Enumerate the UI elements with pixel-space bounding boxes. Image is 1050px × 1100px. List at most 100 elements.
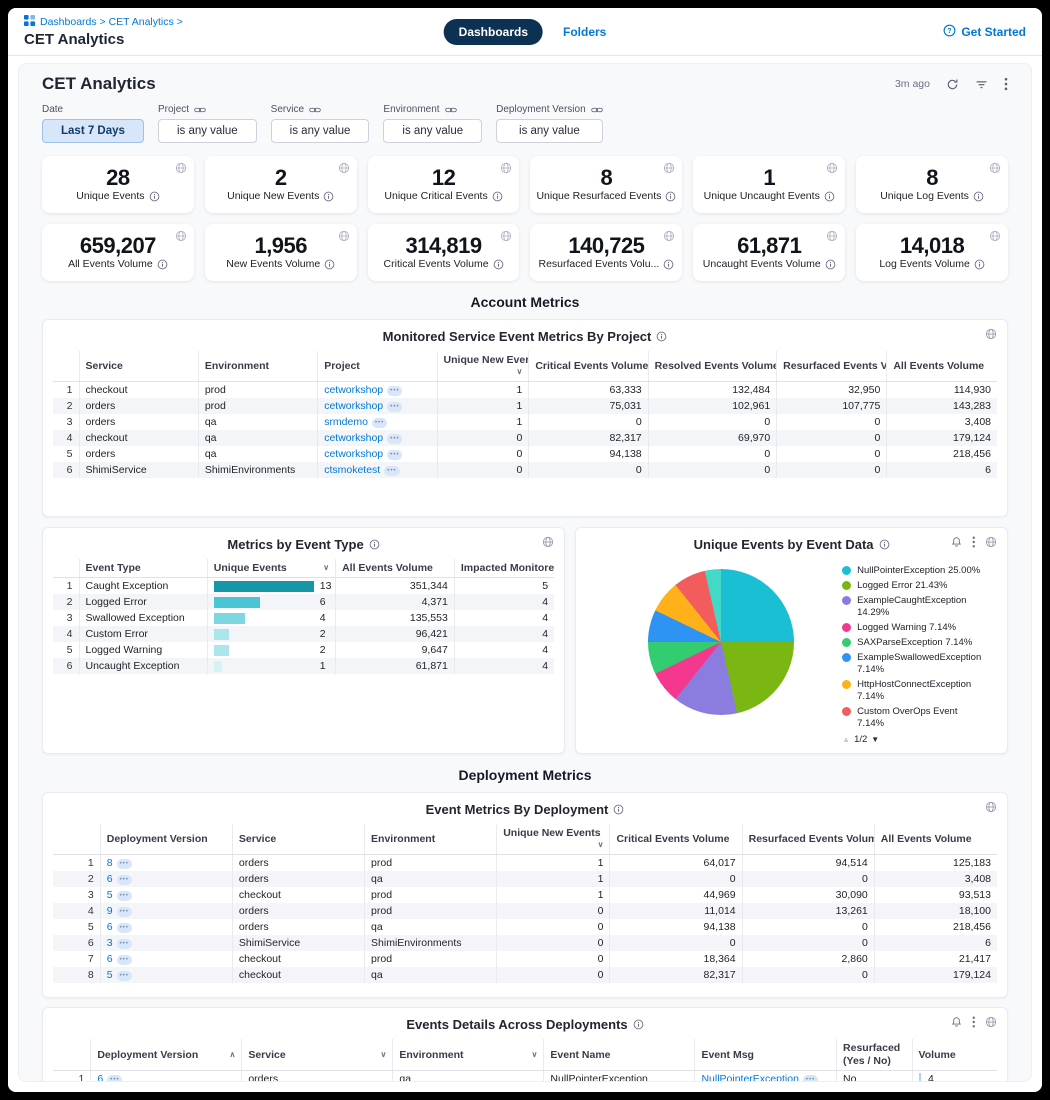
refresh-icon[interactable] — [946, 78, 959, 91]
truncation-badge[interactable]: ••• — [117, 971, 132, 981]
column-header[interactable]: Critical Events Volume — [610, 824, 742, 855]
filter-value-button[interactable]: is any value — [383, 119, 482, 143]
column-header[interactable]: Event Type — [79, 559, 207, 578]
sort-desc-icon[interactable]: ∨ — [532, 1049, 538, 1061]
cell-link[interactable]: cetworkshop — [324, 432, 383, 444]
globe-icon[interactable] — [542, 536, 554, 548]
cell-link[interactable]: NullPointerException — [701, 1073, 798, 1082]
bell-icon[interactable] — [951, 1016, 962, 1028]
column-header[interactable]: Event Msg — [695, 1039, 837, 1071]
metric-tile[interactable]: 12Unique Critical Events — [368, 156, 520, 213]
legend-item[interactable]: NullPointerException 25.00% — [842, 565, 987, 577]
filter-value-button[interactable]: Last 7 Days — [42, 119, 144, 143]
legend-item[interactable]: Custom OverOps Event 7.14% — [842, 706, 987, 731]
column-header[interactable]: All Events Volume — [887, 351, 997, 382]
cell-link[interactable]: 5 — [107, 969, 113, 981]
truncation-badge[interactable]: ••• — [117, 955, 132, 965]
metric-tile[interactable]: 61,871Uncaught Events Volume — [693, 224, 845, 281]
legend-item[interactable]: Logged Error 21.43% — [842, 580, 987, 592]
column-header[interactable]: Environment — [198, 351, 317, 382]
column-header[interactable]: Resurfaced Events Volume — [777, 351, 887, 382]
legend-item[interactable]: Logged Warning 7.14% — [842, 622, 987, 634]
metric-tile[interactable]: 140,725Resurfaced Events Volu... — [530, 224, 682, 281]
cell-link[interactable]: 6 — [107, 921, 113, 933]
metric-tile[interactable]: 314,819Critical Events Volume — [368, 224, 520, 281]
truncation-badge[interactable]: ••• — [117, 875, 132, 885]
column-header[interactable]: All Events Volume — [874, 824, 997, 855]
cell-link[interactable]: cetworkshop — [324, 400, 383, 412]
filter-icon[interactable] — [975, 78, 988, 91]
truncation-badge[interactable]: ••• — [117, 923, 132, 933]
metric-tile[interactable]: 28Unique Events — [42, 156, 194, 213]
metric-tile[interactable]: 2Unique New Events — [205, 156, 357, 213]
globe-icon[interactable] — [985, 1016, 997, 1028]
column-header[interactable]: Resurfaced (Yes / No) — [837, 1039, 913, 1071]
pie-chart[interactable] — [648, 569, 794, 715]
metric-tile[interactable]: 659,207All Events Volume — [42, 224, 194, 281]
get-started-link[interactable]: ? Get Started — [943, 24, 1026, 40]
filter-value-button[interactable]: is any value — [496, 119, 603, 143]
column-header[interactable]: Unique Events∨ — [207, 559, 335, 578]
truncation-badge[interactable]: ••• — [107, 1075, 122, 1082]
cell-link[interactable]: 6 — [107, 873, 113, 885]
cell-link[interactable]: 3 — [107, 937, 113, 949]
sort-desc-icon[interactable]: ∨ — [598, 839, 604, 851]
truncation-badge[interactable]: ••• — [387, 402, 402, 412]
truncation-badge[interactable]: ••• — [117, 891, 132, 901]
column-header[interactable]: Critical Events Volume — [529, 351, 648, 382]
cell-link[interactable]: 5 — [107, 889, 113, 901]
tab-dashboards[interactable]: Dashboards — [444, 19, 543, 45]
cell-link[interactable]: 9 — [107, 905, 113, 917]
legend-item[interactable]: SAXParseException 7.14% — [842, 637, 987, 649]
kebab-icon[interactable] — [972, 536, 976, 548]
bell-icon[interactable] — [951, 536, 962, 548]
filter-value-button[interactable]: is any value — [271, 119, 370, 143]
truncation-badge[interactable]: ••• — [372, 418, 387, 428]
globe-icon[interactable] — [985, 328, 997, 340]
legend-item[interactable]: ExampleSwallowedException 7.14% — [842, 652, 987, 677]
tab-folders[interactable]: Folders — [563, 25, 606, 39]
kebab-menu-icon[interactable] — [1004, 77, 1008, 91]
metric-tile[interactable]: 8Unique Resurfaced Events — [530, 156, 682, 213]
sort-desc-icon[interactable]: ∨ — [381, 1049, 387, 1061]
column-header[interactable]: Service — [79, 351, 198, 382]
column-header[interactable]: Service∨ — [242, 1039, 393, 1071]
truncation-badge[interactable]: ••• — [117, 939, 132, 949]
cell-link[interactable]: 6 — [97, 1073, 103, 1082]
truncation-badge[interactable]: ••• — [387, 386, 402, 396]
cell-link[interactable]: 6 — [107, 953, 113, 965]
legend-page-down-icon[interactable]: ▼ — [871, 735, 879, 744]
cell-link[interactable]: srmdemo — [324, 416, 368, 428]
cell-link[interactable]: cetworkshop — [324, 384, 383, 396]
metric-tile[interactable]: 1,956New Events Volume — [205, 224, 357, 281]
cell-link[interactable]: ctsmoketest — [324, 464, 380, 476]
column-header[interactable]: Deployment Version — [100, 824, 232, 855]
legend-page-up-icon[interactable]: ▲ — [842, 735, 850, 744]
globe-icon[interactable] — [985, 536, 997, 548]
truncation-badge[interactable]: ••• — [384, 466, 399, 476]
column-header[interactable]: Resolved Events Volume — [648, 351, 777, 382]
column-header[interactable]: Event Name — [544, 1039, 695, 1071]
metric-tile[interactable]: 8Unique Log Events — [856, 156, 1008, 213]
column-header[interactable]: All Events Volume — [336, 559, 455, 578]
column-header[interactable]: Volume — [912, 1039, 997, 1071]
kebab-icon[interactable] — [972, 1016, 976, 1028]
globe-icon[interactable] — [985, 801, 997, 813]
column-header[interactable]: Project — [318, 351, 437, 382]
metric-tile[interactable]: 14,018Log Events Volume — [856, 224, 1008, 281]
sort-desc-icon[interactable]: ∨ — [516, 366, 522, 378]
column-header[interactable]: Environment — [365, 824, 497, 855]
sort-asc-icon[interactable]: ∧ — [229, 1049, 235, 1061]
cell-link[interactable]: 8 — [107, 857, 113, 869]
sort-desc-icon[interactable]: ∨ — [323, 562, 329, 574]
column-header[interactable]: Service — [232, 824, 364, 855]
cell-link[interactable]: cetworkshop — [324, 448, 383, 460]
truncation-badge[interactable]: ••• — [387, 450, 402, 460]
truncation-badge[interactable]: ••• — [387, 434, 402, 444]
truncation-badge[interactable]: ••• — [117, 907, 132, 917]
filter-value-button[interactable]: is any value — [158, 119, 257, 143]
truncation-badge[interactable]: ••• — [117, 859, 132, 869]
column-header[interactable]: Impacted Monitored Services — [454, 559, 554, 578]
legend-item[interactable]: ExampleCaughtException 14.29% — [842, 595, 987, 620]
column-header[interactable]: Resurfaced Events Volume — [742, 824, 874, 855]
